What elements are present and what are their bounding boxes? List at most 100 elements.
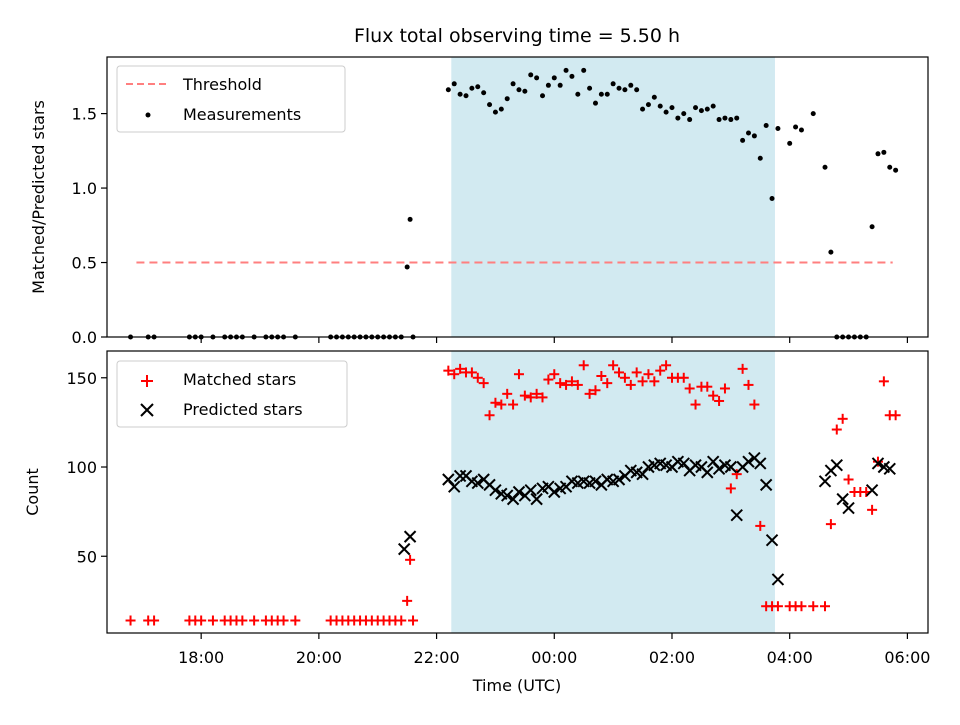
predicted-star-point bbox=[453, 469, 467, 483]
matched-star-point bbox=[837, 413, 848, 424]
matched-star-point bbox=[455, 363, 466, 374]
bottom-shaded-region bbox=[451, 351, 775, 633]
measurement-point bbox=[728, 117, 734, 123]
matched-star-point bbox=[602, 378, 613, 389]
predicted-star-point bbox=[836, 492, 849, 506]
predicted-star-point bbox=[712, 462, 726, 476]
matched-star-point bbox=[825, 519, 836, 530]
top-panel: 0.0 0.5 1.0 1.5 Matched/Predicted stars Thr… bbox=[29, 56, 929, 347]
legend-measurements-marker bbox=[145, 112, 151, 118]
matched-star-point bbox=[478, 378, 489, 389]
y-tick-label: 150 bbox=[66, 369, 97, 388]
measurement-point bbox=[787, 140, 793, 146]
predicted-star-point bbox=[548, 485, 561, 499]
matched-star-point bbox=[755, 520, 766, 531]
matched-star-point bbox=[608, 360, 619, 371]
predicted-star-point bbox=[818, 475, 832, 488]
matched-star-point bbox=[578, 360, 589, 371]
matched-star-point bbox=[549, 369, 560, 380]
matched-star-point bbox=[249, 615, 260, 626]
matched-star-point bbox=[508, 399, 519, 410]
top-legend-box bbox=[116, 65, 346, 133]
measurement-point bbox=[534, 75, 540, 81]
matched-star-point bbox=[513, 369, 524, 380]
measurement-point bbox=[487, 102, 493, 108]
matched-star-point bbox=[890, 410, 901, 421]
measurement-point bbox=[445, 87, 451, 93]
top-marks bbox=[128, 67, 899, 340]
matched-star-point bbox=[725, 483, 736, 494]
matched-star-point bbox=[502, 388, 513, 399]
matched-star-point bbox=[708, 390, 719, 401]
measurement-point bbox=[798, 127, 804, 133]
measurement-point bbox=[622, 87, 628, 93]
matched-star-point bbox=[737, 363, 748, 374]
measurement-point bbox=[457, 91, 463, 97]
measurement-point bbox=[540, 93, 546, 99]
matched-star-point bbox=[572, 379, 583, 390]
predicted-star-point bbox=[742, 455, 755, 468]
matched-star-point bbox=[519, 390, 530, 401]
measurement-point bbox=[645, 102, 651, 108]
legend-matched-label: Matched stars bbox=[183, 370, 296, 389]
measurement-point bbox=[492, 109, 498, 115]
measurement-point bbox=[557, 82, 563, 88]
measurement-point bbox=[887, 164, 893, 170]
matched-star-point bbox=[590, 385, 601, 396]
measurement-point bbox=[634, 87, 640, 93]
measurement-point bbox=[563, 67, 569, 73]
matched-star-point bbox=[396, 615, 407, 626]
x-tick-label: 02:00 bbox=[649, 648, 695, 667]
measurement-point bbox=[604, 91, 610, 97]
matched-star-point bbox=[566, 376, 577, 387]
matched-star-point bbox=[561, 379, 572, 390]
x-tick-label: 00:00 bbox=[531, 648, 577, 667]
top-y-ticks: 0.0 0.5 1.0 1.5 bbox=[72, 105, 107, 347]
measurement-point bbox=[740, 137, 746, 143]
predicted-star-point bbox=[871, 457, 885, 470]
measurement-point bbox=[616, 85, 622, 91]
measurement-point bbox=[598, 91, 604, 97]
matched-star-point bbox=[684, 383, 695, 394]
predicted-star-point bbox=[589, 475, 602, 488]
bottom-y-axis-label: Count bbox=[23, 468, 42, 516]
matched-star-point bbox=[531, 388, 542, 399]
top-axes-frame bbox=[106, 56, 929, 338]
matched-star-point bbox=[525, 392, 536, 403]
measurement-point bbox=[769, 195, 775, 201]
matched-star-point bbox=[196, 615, 207, 626]
measurement-point bbox=[545, 82, 551, 88]
top-legend: Threshold Measurements bbox=[116, 65, 346, 133]
y-tick-label: 0.5 bbox=[72, 254, 97, 273]
measurement-point bbox=[592, 100, 598, 106]
measurement-point bbox=[516, 87, 522, 93]
predicted-star-point bbox=[448, 480, 461, 493]
matched-star-point bbox=[555, 378, 566, 389]
measurement-point bbox=[687, 117, 693, 123]
measurement-point bbox=[651, 94, 657, 100]
y-tick-label: 50 bbox=[77, 547, 97, 566]
predicted-star-point bbox=[724, 460, 738, 474]
matched-star-point bbox=[207, 615, 218, 626]
matched-star-point bbox=[643, 369, 654, 380]
matched-star-point bbox=[614, 367, 625, 378]
matched-star-point bbox=[149, 615, 160, 626]
predicted-star-point bbox=[771, 573, 785, 586]
matched-star-point bbox=[690, 399, 701, 410]
bottom-x-ticks: 18:00 20:00 22:00 00:00 02:00 04:00 06:00 bbox=[178, 633, 930, 667]
measurement-point bbox=[587, 85, 593, 91]
matched-star-point bbox=[872, 456, 883, 467]
matched-star-point bbox=[808, 601, 819, 612]
matched-star-point bbox=[596, 370, 607, 381]
matched-star-point bbox=[702, 381, 713, 392]
matched-star-point bbox=[731, 469, 742, 480]
x-tick-label: 22:00 bbox=[414, 648, 460, 667]
matched-star-point bbox=[637, 376, 648, 387]
matched-star-point bbox=[125, 615, 136, 626]
predicted-star-point bbox=[754, 457, 767, 470]
measurement-point bbox=[407, 216, 413, 222]
measurement-point bbox=[528, 72, 534, 78]
matched-star-point bbox=[878, 376, 889, 387]
matched-star-point bbox=[719, 383, 730, 394]
measurement-point bbox=[551, 75, 557, 81]
